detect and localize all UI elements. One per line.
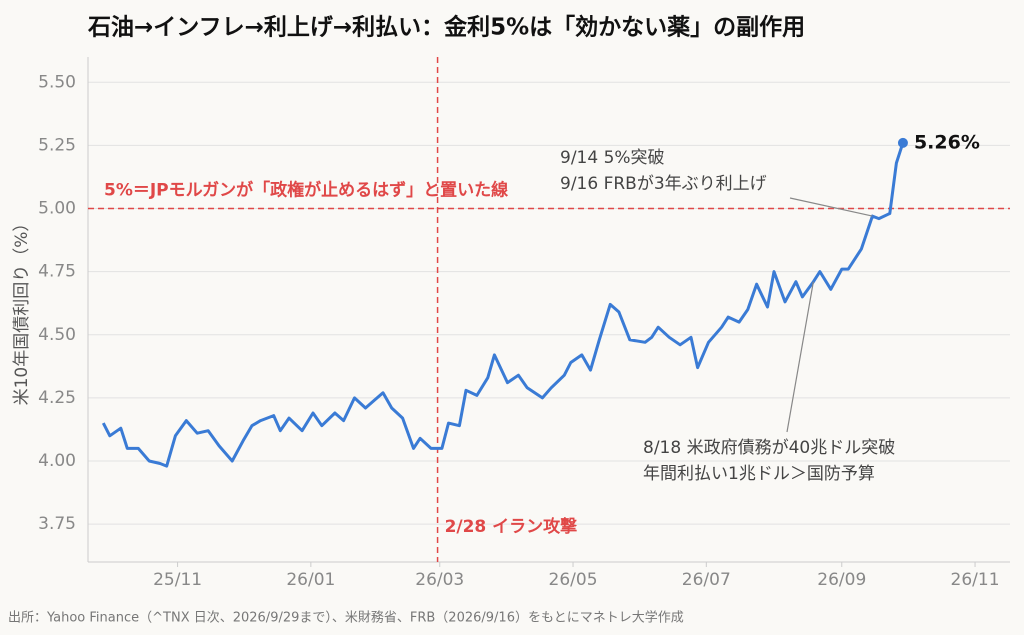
callout-text: 年間利払い1兆ドル＞国防予算 (643, 464, 875, 484)
x-tick-label: 26/01 (286, 570, 335, 590)
x-tick-label: 26/11 (951, 570, 1000, 590)
y-tick-label: 4.00 (38, 451, 76, 471)
callout-text: 9/14 5%突破 (560, 148, 665, 168)
yield-line (101, 142, 905, 468)
y-tick-label: 5.00 (38, 199, 76, 219)
x-tick-label: 26/05 (549, 570, 598, 590)
callout-leader (786, 281, 814, 433)
callout-leader (789, 197, 873, 217)
source-note: 出所：Yahoo Finance（^TNX 日次、2026/9/29まで）、米財… (8, 610, 684, 626)
x-tick-label: 25/11 (153, 570, 202, 590)
y-tick-label: 5.25 (38, 135, 76, 155)
y-tick-label: 5.50 (38, 72, 76, 92)
x-tick-label: 26/07 (682, 570, 731, 590)
x-tick-label: 26/03 (415, 570, 464, 590)
end-label: 5.26% (914, 131, 980, 153)
reference-vline-label: 2/28 イラン攻撃 (445, 516, 578, 537)
y-tick-label: 4.75 (38, 262, 76, 282)
end-point (897, 137, 908, 148)
y-tick-label: 3.75 (38, 514, 76, 534)
callout-text: 8/18 米政府債務が40兆ドル突破 (643, 438, 895, 458)
y-tick-label: 4.50 (38, 325, 76, 345)
callout-text: 9/16 FRBが3年ぶり利上げ (560, 174, 767, 194)
y-axis-label: 米10年国債利回り（%） (12, 215, 32, 406)
reference-hline-label: 5%＝JPモルガンが「政権が止めるはず」と置いた線 (104, 180, 508, 201)
chart-title: 石油→インフレ→利上げ→利払い：金利5%は「効かない薬」の副作用 (87, 14, 805, 41)
y-tick-label: 4.25 (38, 388, 76, 408)
x-tick-label: 26/09 (817, 570, 866, 590)
